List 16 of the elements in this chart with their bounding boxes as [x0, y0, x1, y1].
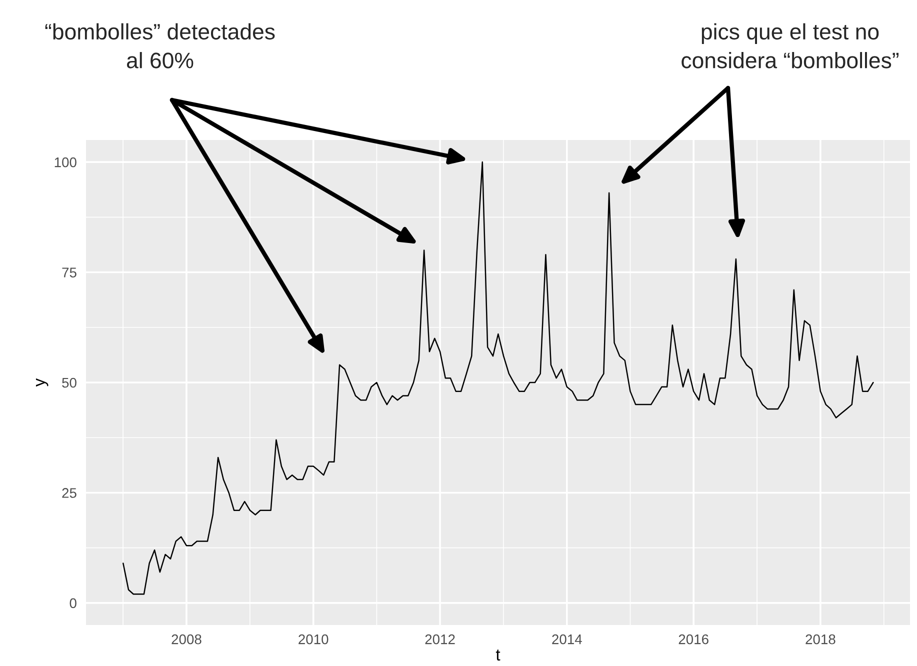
- x-tick-label: 2018: [806, 634, 836, 644]
- y-tick-label: 50: [62, 378, 76, 388]
- text: “bombolles” detectades al 60%: [45, 23, 275, 68]
- x-tick-label: 2010: [298, 634, 328, 644]
- text: pics que el test no considera “bombolles”: [682, 23, 899, 68]
- y-tick-label: 25: [62, 488, 76, 498]
- line-series: [122, 161, 874, 595]
- x-axis-title: t: [496, 650, 500, 661]
- y-tick-label: 75: [62, 268, 76, 278]
- x-tick-label: 2016: [678, 634, 708, 644]
- y-tick-label: 100: [54, 157, 76, 168]
- x-tick-label: 2008: [172, 634, 202, 644]
- y-tick-label: 0: [70, 598, 76, 608]
- y-axis-title: y: [36, 378, 48, 387]
- x-tick-label: 2014: [552, 634, 582, 644]
- x-tick-label: 2012: [425, 634, 455, 644]
